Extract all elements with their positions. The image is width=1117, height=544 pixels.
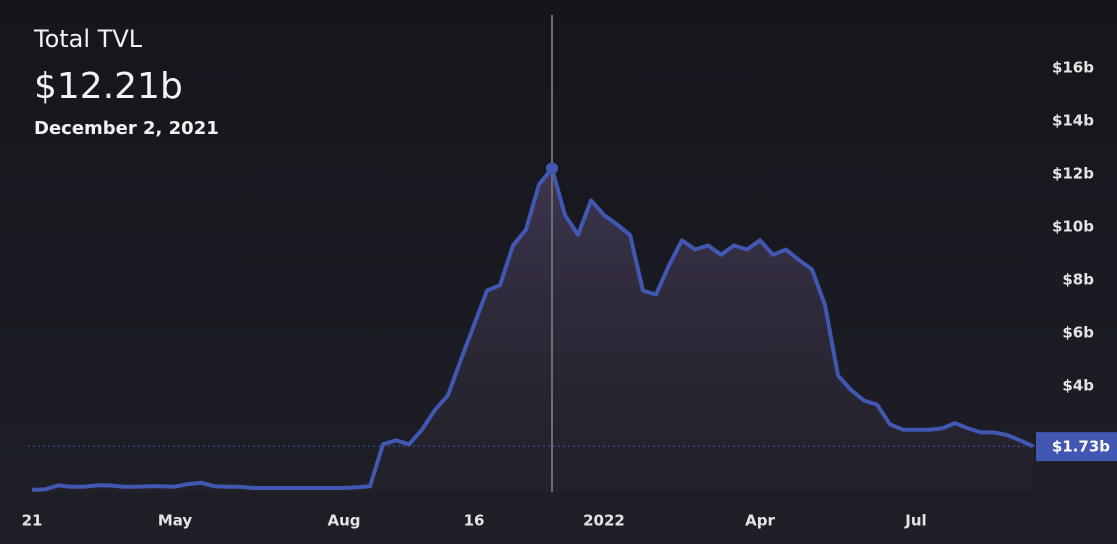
y-tick-label: $8b xyxy=(1062,271,1094,289)
hover-date: December 2, 2021 xyxy=(34,118,219,139)
x-tick-label: Jul xyxy=(904,512,926,530)
current-badge xyxy=(1036,432,1117,462)
chart-title: Total TVL xyxy=(33,25,143,53)
x-tick-label: Apr xyxy=(745,512,775,530)
area-fill xyxy=(32,168,1033,492)
x-tick-label: May xyxy=(158,512,193,530)
y-tick-label: $16b xyxy=(1052,59,1094,77)
y-tick-label: $10b xyxy=(1052,218,1094,236)
y-tick-label: $4b xyxy=(1062,377,1094,395)
x-tick-label: Aug xyxy=(327,512,360,530)
x-tick-label: 16 xyxy=(464,512,485,530)
hover-point xyxy=(546,162,558,175)
line xyxy=(31,166,1034,492)
y-tick-label: $14b xyxy=(1052,112,1094,130)
x-tick-label: 2022 xyxy=(583,512,625,530)
current-label: $1.73b xyxy=(1052,438,1110,456)
hover-value: $12.21b xyxy=(34,66,183,107)
y-tick-label: $6b xyxy=(1062,324,1094,342)
y-tick-label: $12b xyxy=(1052,165,1094,183)
x-tick-label: 21 xyxy=(22,512,43,530)
